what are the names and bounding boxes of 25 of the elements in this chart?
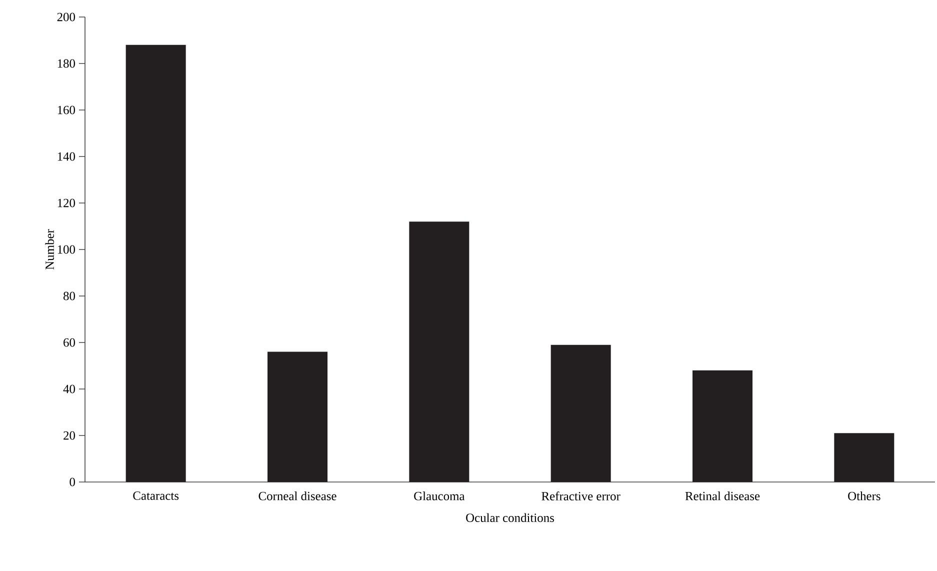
y-tick-label: 120	[58, 198, 75, 208]
y-tick-label: 160	[58, 106, 75, 114]
bar	[126, 44, 186, 482]
bar	[692, 370, 753, 482]
y-tick-label: 200	[57, 12, 75, 22]
x-tick-label: Others	[848, 492, 880, 500]
y-tick-label: 20	[64, 431, 76, 440]
y-tick-label: 80	[63, 292, 76, 300]
x-tick-label: Refractive error	[542, 492, 620, 500]
x-tick-label: Retinal disease	[685, 492, 760, 500]
x-tick-label: Glaucoma	[414, 492, 465, 500]
y-tick-label: 60	[64, 338, 76, 347]
x-tick-label: Corneal disease	[258, 492, 336, 500]
bar	[834, 433, 894, 482]
y-tick-label: 0	[70, 478, 75, 486]
y-tick-label: 180	[58, 59, 75, 68]
y-tick-label: 40	[63, 384, 76, 394]
bar	[268, 352, 328, 482]
y-tick-label: 100	[58, 245, 75, 254]
bar	[550, 344, 611, 482]
x-axis-title: Ocular conditions	[466, 513, 554, 522]
x-tick-label: Cataracts	[133, 492, 179, 500]
y-axis-title: Number	[45, 229, 54, 270]
bar	[409, 222, 470, 482]
y-tick-label: 140	[58, 152, 75, 161]
